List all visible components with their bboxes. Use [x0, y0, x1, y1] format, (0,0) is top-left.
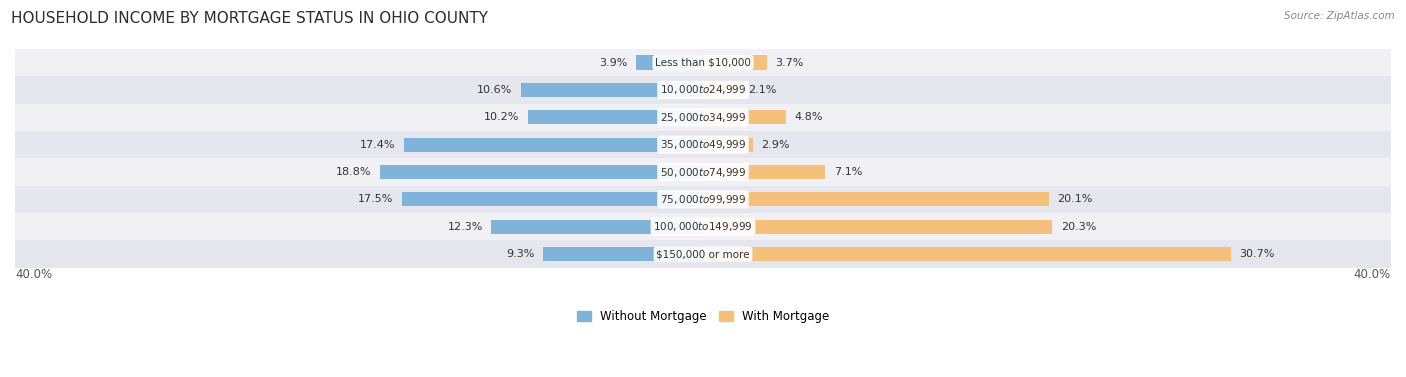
Bar: [15, 131, 1391, 158]
Text: $150,000 or more: $150,000 or more: [657, 249, 749, 259]
Text: 10.2%: 10.2%: [484, 112, 519, 122]
Text: Less than $10,000: Less than $10,000: [655, 58, 751, 67]
Bar: [636, 55, 703, 70]
Text: 40.0%: 40.0%: [1354, 268, 1391, 281]
Text: 3.7%: 3.7%: [775, 58, 804, 67]
Text: 18.8%: 18.8%: [336, 167, 371, 177]
Text: 20.1%: 20.1%: [1057, 195, 1092, 204]
Bar: [703, 220, 1052, 234]
Bar: [15, 213, 1391, 241]
Bar: [520, 83, 703, 97]
Text: 17.4%: 17.4%: [360, 139, 395, 150]
Bar: [15, 241, 1391, 268]
Text: $25,000 to $34,999: $25,000 to $34,999: [659, 111, 747, 124]
Bar: [703, 55, 766, 70]
Text: $75,000 to $99,999: $75,000 to $99,999: [659, 193, 747, 206]
Text: 4.8%: 4.8%: [794, 112, 823, 122]
Text: $50,000 to $74,999: $50,000 to $74,999: [659, 166, 747, 179]
Text: $100,000 to $149,999: $100,000 to $149,999: [654, 220, 752, 233]
Bar: [703, 192, 1049, 207]
Text: Source: ZipAtlas.com: Source: ZipAtlas.com: [1284, 11, 1395, 21]
Text: $35,000 to $49,999: $35,000 to $49,999: [659, 138, 747, 151]
Text: 10.6%: 10.6%: [477, 85, 512, 95]
Text: HOUSEHOLD INCOME BY MORTGAGE STATUS IN OHIO COUNTY: HOUSEHOLD INCOME BY MORTGAGE STATUS IN O…: [11, 11, 488, 26]
Bar: [703, 138, 752, 152]
Text: 9.3%: 9.3%: [506, 249, 534, 259]
Bar: [15, 49, 1391, 76]
Bar: [703, 110, 786, 124]
Bar: [402, 192, 703, 207]
Text: 30.7%: 30.7%: [1240, 249, 1275, 259]
Bar: [527, 110, 703, 124]
Bar: [404, 138, 703, 152]
Bar: [703, 165, 825, 179]
Bar: [380, 165, 703, 179]
Bar: [15, 76, 1391, 104]
Bar: [15, 158, 1391, 186]
Text: 7.1%: 7.1%: [834, 167, 862, 177]
Text: 20.3%: 20.3%: [1060, 222, 1097, 232]
Legend: Without Mortgage, With Mortgage: Without Mortgage, With Mortgage: [576, 310, 830, 323]
Bar: [492, 220, 703, 234]
Bar: [703, 247, 1232, 261]
Bar: [543, 247, 703, 261]
Text: 2.1%: 2.1%: [748, 85, 776, 95]
Text: 3.9%: 3.9%: [599, 58, 627, 67]
Text: 17.5%: 17.5%: [359, 195, 394, 204]
Text: 40.0%: 40.0%: [15, 268, 52, 281]
Bar: [15, 186, 1391, 213]
Bar: [703, 83, 740, 97]
Text: 2.9%: 2.9%: [762, 139, 790, 150]
Text: 12.3%: 12.3%: [447, 222, 482, 232]
Bar: [15, 104, 1391, 131]
Text: $10,000 to $24,999: $10,000 to $24,999: [659, 83, 747, 97]
